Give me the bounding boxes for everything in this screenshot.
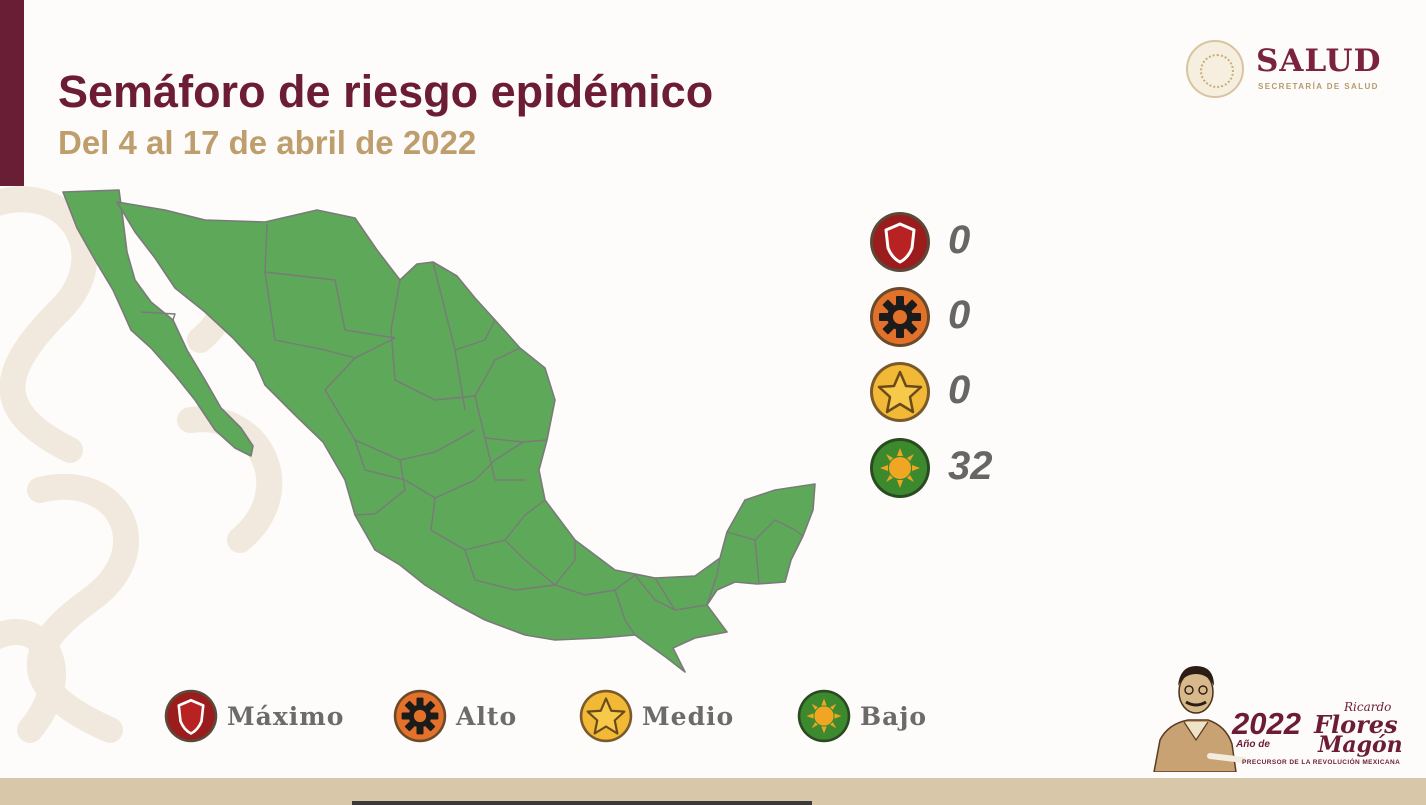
- logo-tagline: SECRETARÍA DE SALUD: [1258, 82, 1379, 91]
- count-row-maximo: 0: [868, 210, 1068, 276]
- gear-icon: [870, 287, 930, 347]
- accent-bar: [0, 0, 24, 186]
- legend-label-medio: Medio: [642, 702, 735, 731]
- legend-label-alto: Alto: [456, 702, 518, 731]
- legend-label-bajo: Bajo: [860, 702, 928, 731]
- count-row-bajo: 32: [868, 436, 1068, 502]
- count-value-alto: 0: [948, 293, 971, 337]
- brand-tagline: PRECURSOR DE LA REVOLUCIÓN MEXICANA: [1242, 759, 1401, 766]
- star-icon: [579, 689, 633, 743]
- mainland: [116, 201, 816, 673]
- slide: Semáforo de riesgo epidémico Del 4 al 17…: [0, 0, 1426, 778]
- page-title: Semáforo de riesgo epidémico: [58, 66, 714, 117]
- count-row-medio: 0: [868, 360, 1068, 426]
- star-icon: [870, 362, 930, 422]
- flores-magon-logo: 2022 Año de Ricardo Flores Magón PRECURS…: [1146, 660, 1406, 775]
- logo-name: SALUD: [1256, 43, 1382, 79]
- brand-year-prefix: Año de: [1236, 739, 1270, 750]
- brand-name-first: Ricardo: [1344, 700, 1392, 714]
- mexico-map: [62, 189, 816, 673]
- count-row-alto: 0: [868, 285, 1068, 351]
- count-value-maximo: 0: [948, 218, 971, 262]
- page-subtitle: Del 4 al 17 de abril de 2022: [58, 124, 477, 161]
- bottom-line: [352, 801, 812, 805]
- mexico-seal-icon: [1186, 40, 1244, 98]
- baja-california-peninsula: [62, 189, 254, 457]
- sun-icon: [797, 689, 851, 743]
- legend-label-maximo: Máximo: [227, 702, 345, 731]
- brand-year: 2022: [1232, 706, 1301, 741]
- salud-logo: SALUD SECRETARÍA DE SALUD: [1186, 40, 1396, 100]
- shield-icon: [870, 212, 930, 272]
- count-value-bajo: 32: [948, 444, 993, 488]
- gear-icon: [393, 689, 447, 743]
- footer-bar: [0, 778, 1426, 805]
- shield-icon: [164, 689, 218, 743]
- brand-name-middle: Flores: [1314, 710, 1398, 739]
- portrait-illustration: [1153, 666, 1246, 772]
- brand-name-last: Magón: [1318, 732, 1403, 758]
- sun-icon: [870, 438, 930, 498]
- count-value-medio: 0: [948, 368, 971, 412]
